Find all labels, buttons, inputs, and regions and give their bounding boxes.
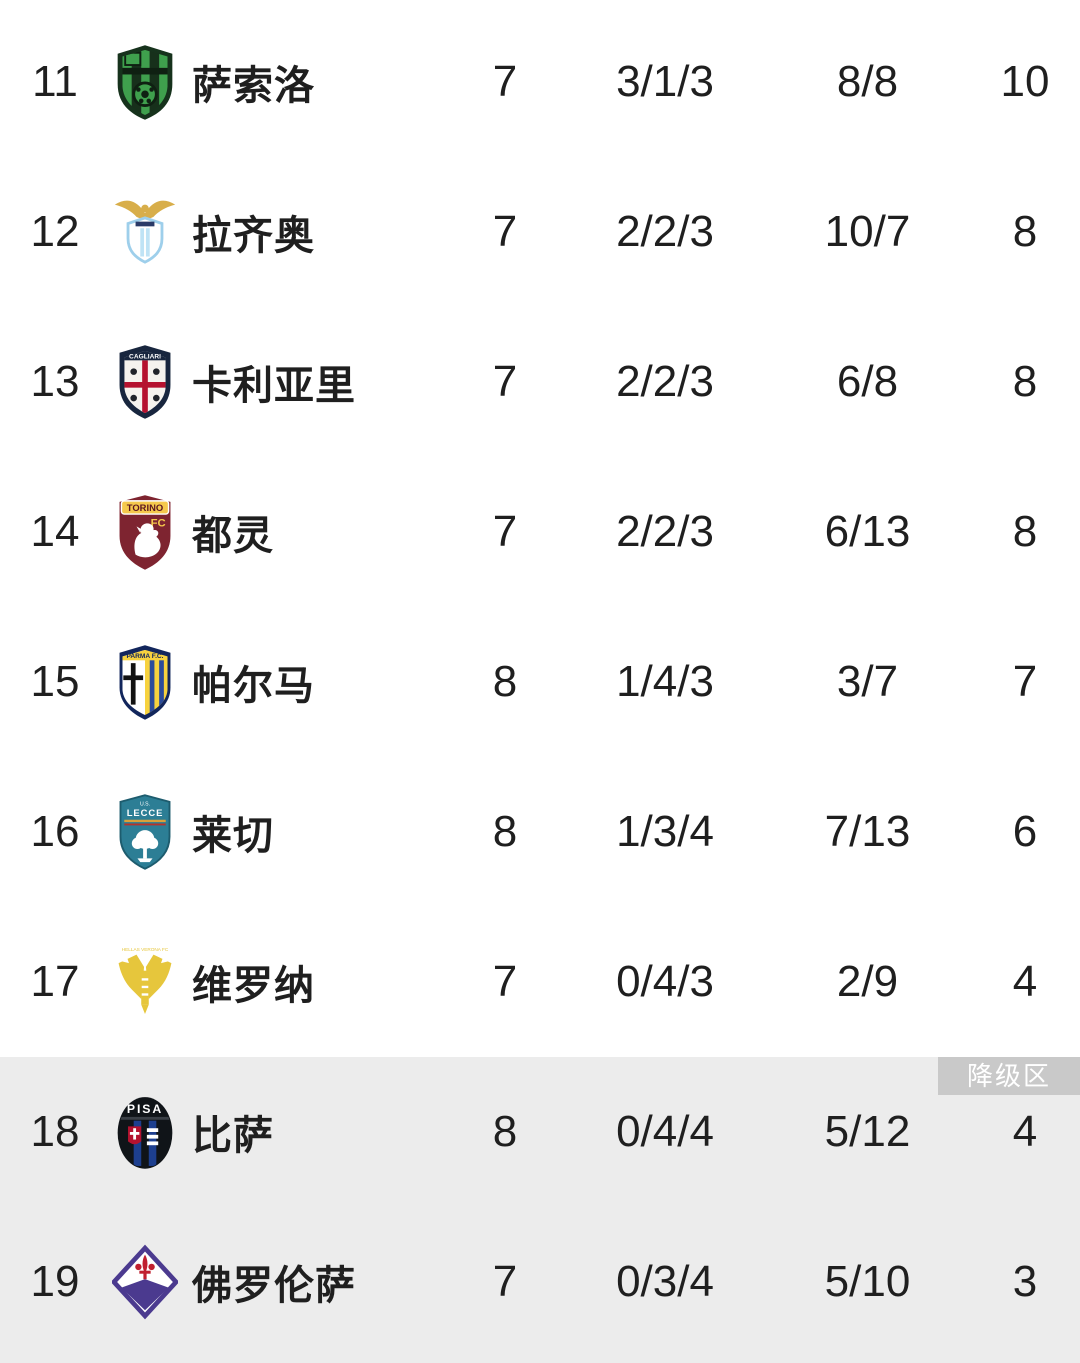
played-cell: 8	[492, 1107, 518, 1156]
team-name: 萨索洛	[192, 64, 315, 108]
goals-cell: 10/7	[824, 207, 911, 256]
rank-cell: 15	[30, 657, 80, 706]
svg-text:LECCE: LECCE	[127, 807, 164, 818]
team-name: 莱切	[192, 814, 274, 858]
cagliari-badge: CAGLIARI	[110, 342, 180, 422]
points-cell: 3	[1012, 1257, 1038, 1306]
team-name: 维罗纳	[192, 964, 315, 1008]
rank-cell: 12	[30, 207, 80, 256]
played-cell: 7	[492, 1257, 518, 1306]
svg-text:FC: FC	[151, 517, 166, 529]
wdl-cell: 1/3/4	[616, 807, 714, 856]
table-row[interactable]: 19 佛罗伦萨 7 0/3/4 5/10 3	[0, 1207, 1080, 1357]
lazio-badge	[114, 200, 176, 264]
wdl-cell: 1/4/3	[616, 657, 714, 706]
svg-text:PARMA F.C.: PARMA F.C.	[127, 653, 164, 660]
played-cell: 7	[492, 357, 518, 406]
torino-badge: TORINO FC	[110, 492, 180, 572]
torino-badge: TORINO FC	[119, 495, 171, 570]
goals-cell: 5/10	[824, 1257, 911, 1306]
pisa-badge: PISA	[117, 1097, 173, 1169]
wdl-cell: 2/2/3	[616, 207, 714, 256]
team-name: 佛罗伦萨	[192, 1264, 356, 1308]
rank-cell: 16	[30, 807, 80, 856]
verona-badge: HELLAS VERONA FC	[118, 947, 172, 1015]
team-name: 都灵	[192, 514, 274, 558]
rank-cell: 13	[30, 357, 80, 406]
team-name: 帕尔马	[192, 664, 315, 708]
table-row[interactable]: 17 HELLAS VERONA FC 维罗纳 7 0/4/3 2/9 4	[0, 907, 1080, 1057]
table-row[interactable]: 15 PARMA F.C. 帕尔马 8 1/4/3 3/7 7	[0, 607, 1080, 757]
played-cell: 8	[492, 657, 518, 706]
table-row[interactable]: 12 拉齐奥 7 2/2/3 10/7 8	[0, 157, 1080, 307]
wdl-cell: 2/2/3	[616, 357, 714, 406]
verona-badge: HELLAS VERONA FC	[110, 942, 180, 1022]
svg-text:HELLAS VERONA FC: HELLAS VERONA FC	[122, 947, 169, 952]
relegation-zone-badge: 降级区	[938, 1057, 1080, 1095]
svg-text:CAGLIARI: CAGLIARI	[129, 353, 161, 360]
goals-cell: 2/9	[836, 957, 899, 1006]
points-cell: 8	[1012, 357, 1038, 406]
points-cell: 7	[1012, 657, 1038, 706]
svg-text:TORINO: TORINO	[127, 502, 163, 513]
played-cell: 8	[492, 807, 518, 856]
rank-cell: 17	[30, 957, 80, 1006]
wdl-cell: 3/1/3	[616, 57, 714, 106]
svg-text:PISA: PISA	[127, 1102, 163, 1116]
team-name: 比萨	[192, 1114, 274, 1158]
table-row[interactable]: 11 萨索洛 7 3/1/3 8/8 10	[0, 7, 1080, 157]
points-cell: 4	[1012, 957, 1038, 1006]
table-row[interactable]: 16 U.S. LECCE 莱切 8 1/3/4 7/13 6	[0, 757, 1080, 907]
parma-badge: PARMA F.C.	[119, 645, 171, 720]
team-name: 拉齐奥	[192, 214, 315, 258]
fiorentina-badge	[110, 1242, 180, 1322]
pisa-badge: PISA	[110, 1092, 180, 1172]
points-cell: 6	[1012, 807, 1038, 856]
points-cell: 8	[1012, 207, 1038, 256]
played-cell: 7	[492, 957, 518, 1006]
points-cell: 10	[1000, 57, 1050, 106]
goals-cell: 7/13	[824, 807, 911, 856]
rank-cell: 11	[32, 57, 78, 106]
lecce-badge: U.S. LECCE	[119, 794, 171, 870]
sassuolo-badge	[110, 42, 180, 122]
wdl-cell: 0/3/4	[616, 1257, 714, 1306]
points-cell: 8	[1012, 507, 1038, 556]
goals-cell: 8/8	[836, 57, 899, 106]
wdl-cell: 0/4/4	[616, 1107, 714, 1156]
svg-text:U.S.: U.S.	[140, 802, 150, 808]
sassuolo-badge	[117, 45, 173, 120]
goals-cell: 6/13	[824, 507, 911, 556]
played-cell: 7	[492, 507, 518, 556]
lazio-badge	[110, 192, 180, 272]
rank-cell: 14	[30, 507, 80, 556]
played-cell: 7	[492, 207, 518, 256]
points-cell: 4	[1012, 1107, 1038, 1156]
league-table-body: 11 萨索洛 7 3/1/3 8/8 10 12	[0, 7, 1080, 1357]
rank-cell: 18	[30, 1107, 80, 1156]
wdl-cell: 2/2/3	[616, 507, 714, 556]
table-row[interactable]: 13 CAGLIARI 卡利亚里 7 2/2/3 6/8 8	[0, 307, 1080, 457]
goals-cell: 5/12	[824, 1107, 911, 1156]
wdl-cell: 0/4/3	[616, 957, 714, 1006]
table-row[interactable]: 14 TORINO FC 都灵 7 2/2/3 6/13 8	[0, 457, 1080, 607]
played-cell: 7	[492, 57, 518, 106]
team-name: 卡利亚里	[192, 364, 356, 408]
parma-badge: PARMA F.C.	[110, 642, 180, 722]
cagliari-badge: CAGLIARI	[119, 345, 171, 419]
lecce-badge: U.S. LECCE	[110, 792, 180, 872]
fiorentina-badge	[112, 1244, 178, 1320]
table-row[interactable]: 18 PISA 比萨 8 0/4/4 5/12 4	[0, 1057, 1080, 1207]
rank-cell: 19	[30, 1257, 80, 1306]
goals-cell: 3/7	[836, 657, 899, 706]
goals-cell: 6/8	[836, 357, 899, 406]
